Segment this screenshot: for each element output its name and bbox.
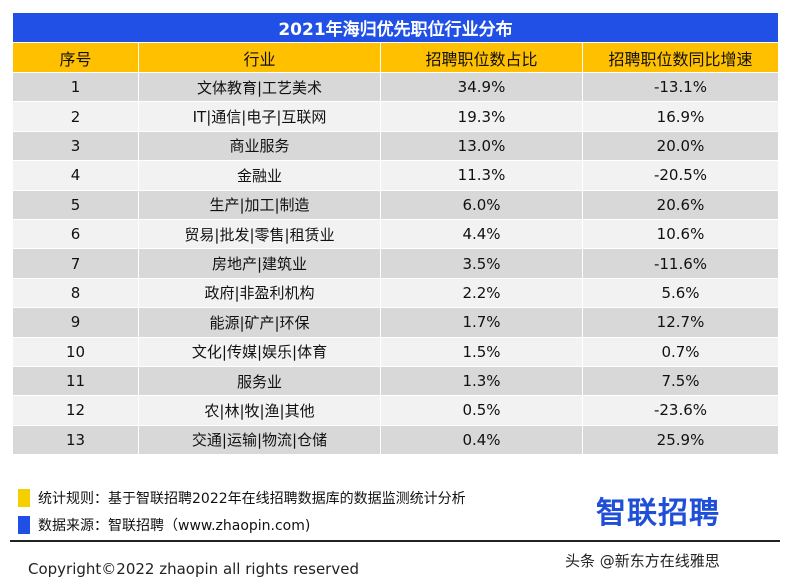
row-industry: 文体教育|工艺美术	[138, 71, 381, 103]
row-share: 0.4%	[380, 424, 583, 456]
yellow-square-icon	[18, 489, 30, 507]
row-index: 10	[12, 336, 139, 367]
header-index: 序号	[12, 42, 139, 73]
row-industry: IT|通信|电子|互联网	[138, 101, 381, 132]
row-growth: 10.6%	[581, 218, 780, 250]
industry-table: 2021年海归优先职位行业分布 序号 行业 招聘职位数占比 招聘职位数同比增速 …	[11, 12, 780, 456]
row-share: 11.3%	[380, 160, 583, 191]
header-industry: 行业	[138, 42, 381, 73]
table-title: 2021年海归优先职位行业分布	[11, 12, 780, 43]
row-index: 13	[12, 424, 139, 456]
divider	[10, 540, 780, 542]
row-growth: 7.5%	[581, 365, 780, 397]
row-growth: 5.6%	[581, 277, 780, 309]
row-share: 6.0%	[380, 189, 583, 220]
row-share: 1.3%	[380, 365, 583, 397]
row-share: 1.5%	[380, 336, 583, 367]
row-growth: 16.9%	[581, 101, 780, 132]
row-industry: 农|林|牧|渔|其他	[138, 395, 381, 426]
row-industry: 文化|传媒|娱乐|体育	[138, 336, 381, 367]
note-rule-text: 统计规则：基于智联招聘2022年在线招聘数据库的数据监测统计分析	[38, 491, 466, 507]
table-row: 9 能源|矿产|环保 1.7% 12.7%	[12, 307, 780, 338]
row-index: 4	[12, 160, 139, 191]
row-growth: -13.1%	[581, 71, 780, 103]
zhaopin-logo: 智联招聘	[596, 496, 720, 531]
row-share: 2.2%	[380, 277, 583, 309]
row-share: 3.5%	[380, 248, 583, 279]
table-row: 6 贸易|批发|零售|租赁业 4.4% 10.6%	[12, 218, 780, 250]
row-growth: 20.6%	[581, 189, 780, 220]
row-share: 19.3%	[380, 101, 583, 132]
row-growth: -11.6%	[581, 248, 780, 279]
row-index: 2	[12, 101, 139, 132]
table-row: 4 金融业 11.3% -20.5%	[12, 160, 780, 191]
row-index: 1	[12, 71, 139, 103]
note-source: 数据来源：智联招聘（www.zhaopin.com)	[18, 515, 310, 535]
table-row: 3 商业服务 13.0% 20.0%	[12, 130, 780, 162]
blue-square-icon	[18, 516, 30, 534]
row-share: 34.9%	[380, 71, 583, 103]
row-index: 8	[12, 277, 139, 309]
row-industry: 生产|加工|制造	[138, 189, 381, 220]
row-index: 7	[12, 248, 139, 279]
copyright: Copyright©2022 zhaopin all rights reserv…	[28, 560, 359, 578]
table-row: 5 生产|加工|制造 6.0% 20.6%	[12, 189, 780, 220]
row-industry: 贸易|批发|零售|租赁业	[138, 218, 381, 250]
table-row: 2 IT|通信|电子|互联网 19.3% 16.9%	[12, 101, 780, 132]
row-industry: 能源|矿产|环保	[138, 307, 381, 338]
row-index: 5	[12, 189, 139, 220]
row-industry: 商业服务	[138, 130, 381, 162]
row-industry: 政府|非盈利机构	[138, 277, 381, 309]
table-row: 11 服务业 1.3% 7.5%	[12, 365, 780, 397]
row-share: 0.5%	[380, 395, 583, 426]
row-growth: 25.9%	[581, 424, 780, 456]
table-row: 10 文化|传媒|娱乐|体育 1.5% 0.7%	[12, 336, 780, 367]
note-source-text: 数据来源：智联招聘（www.zhaopin.com)	[38, 518, 311, 534]
row-index: 11	[12, 365, 139, 397]
row-growth: 12.7%	[581, 307, 780, 338]
row-industry: 交通|运输|物流|仓储	[138, 424, 381, 456]
note-rule: 统计规则：基于智联招聘2022年在线招聘数据库的数据监测统计分析	[18, 488, 466, 508]
row-growth: -23.6%	[581, 395, 780, 426]
watermark: 头条 @新东方在线雅思	[565, 552, 720, 570]
table-row: 1 文体教育|工艺美术 34.9% -13.1%	[12, 71, 780, 103]
table-row: 8 政府|非盈利机构 2.2% 5.6%	[12, 277, 780, 309]
row-index: 6	[12, 218, 139, 250]
row-share: 4.4%	[380, 218, 583, 250]
row-share: 1.7%	[380, 307, 583, 338]
row-growth: 0.7%	[581, 336, 780, 367]
row-index: 12	[12, 395, 139, 426]
row-industry: 服务业	[138, 365, 381, 397]
header-share: 招聘职位数占比	[380, 42, 583, 73]
row-share: 13.0%	[380, 130, 583, 162]
table-row: 12 农|林|牧|渔|其他 0.5% -23.6%	[12, 395, 780, 426]
row-index: 9	[12, 307, 139, 338]
row-growth: 20.0%	[581, 130, 780, 162]
header-growth: 招聘职位数同比增速	[581, 42, 780, 73]
row-industry: 金融业	[138, 160, 381, 191]
table-row: 7 房地产|建筑业 3.5% -11.6%	[12, 248, 780, 279]
row-index: 3	[12, 130, 139, 162]
table-row: 13 交通|运输|物流|仓储 0.4% 25.9%	[12, 424, 780, 456]
row-growth: -20.5%	[581, 160, 780, 191]
row-industry: 房地产|建筑业	[138, 248, 381, 279]
